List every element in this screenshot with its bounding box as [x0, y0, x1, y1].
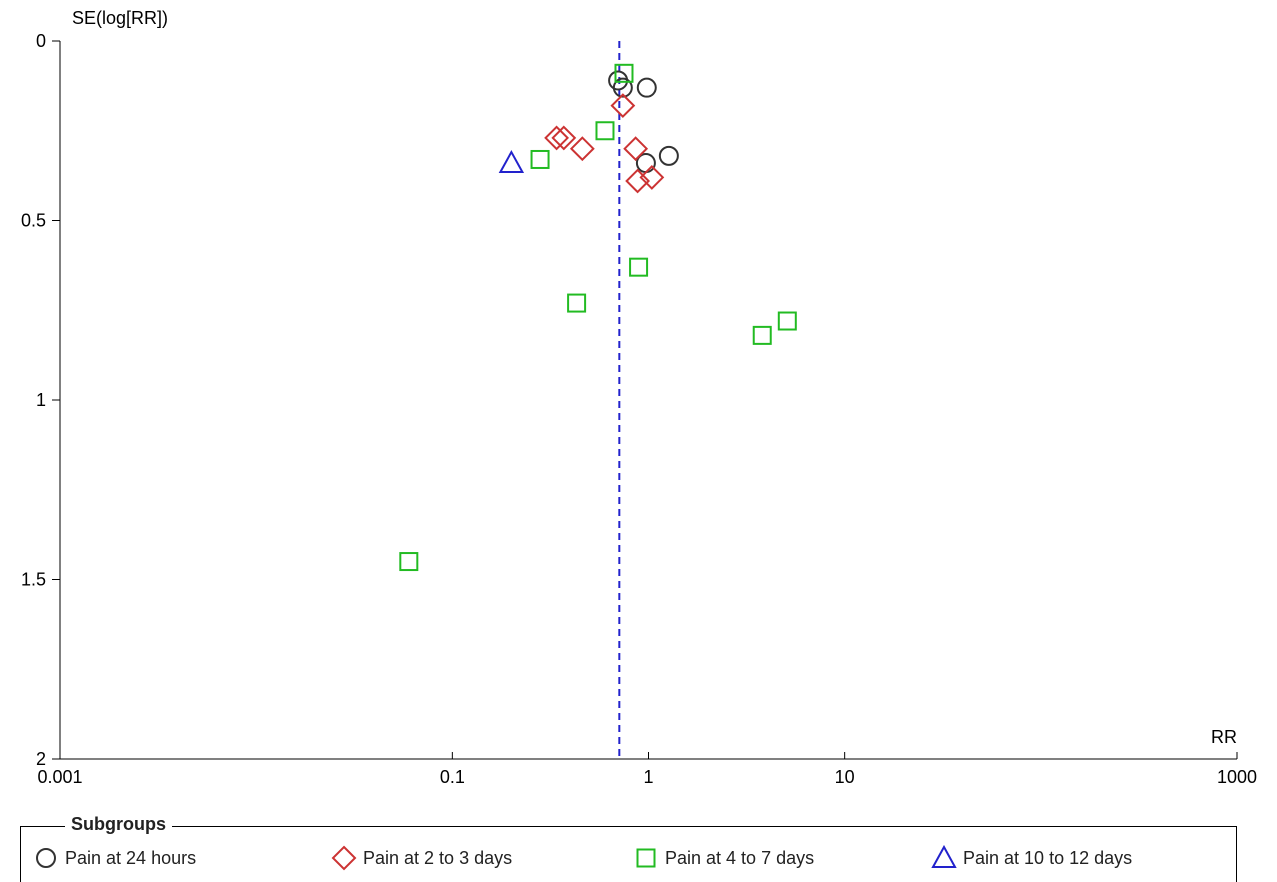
square-point: [399, 552, 419, 572]
legend: Subgroups Pain at 24 hours Pain at 2 to 3…: [20, 814, 1237, 882]
legend-label: Pain at 4 to 7 days: [665, 847, 815, 868]
legend-title: Subgroups: [65, 814, 172, 835]
circle-legend-icon: [36, 848, 56, 868]
x-tick-label: 0.001: [37, 767, 82, 787]
circle-legend-marker: [36, 848, 56, 868]
y-tick-label: 2: [36, 749, 46, 769]
square-legend-icon: [636, 848, 656, 868]
y-tick-label: 0.5: [21, 211, 46, 231]
square-legend-marker: [636, 848, 656, 868]
x-tick-label: 1: [643, 767, 653, 787]
square-point: [614, 63, 634, 83]
diamond-point: [544, 125, 570, 151]
x-tick-label: 10: [835, 767, 855, 787]
funnel-plot: 0 0.5 1 1.5 20.001 0.1 1 10 1000 SE(log[RR]) RR: [21, 8, 1257, 787]
legend-label: Pain at 2 to 3 days: [363, 847, 513, 868]
diamond-legend-marker: [331, 845, 357, 871]
circle-point: [658, 145, 679, 166]
triangle-point: [498, 149, 525, 174]
diamond-point: [551, 125, 577, 151]
axes: 0 0.5 1 1.5 20.001 0.1 1 10 1000 SE(log[RR]) RR: [21, 8, 1257, 787]
triangle-legend-icon: [931, 845, 957, 868]
legend-label: Pain at 10 to 12 days: [963, 847, 1133, 868]
x-tick-label: 1000: [1217, 767, 1257, 787]
diamond-point: [625, 168, 651, 194]
legend-item: Pain at 2 to 3 days: [331, 845, 512, 871]
square-point: [752, 325, 772, 345]
y-tick-label: 1: [36, 390, 46, 410]
data-points: [399, 63, 797, 572]
square-point: [629, 257, 649, 277]
circle-point: [636, 77, 657, 98]
diamond-point: [623, 136, 649, 162]
square-point: [777, 311, 797, 331]
triangle-legend-marker: [931, 845, 957, 868]
square-point: [567, 293, 587, 313]
y-axis-label: SE(log[RR]): [72, 8, 168, 28]
square-point: [530, 149, 550, 169]
x-axis-label: RR: [1211, 727, 1237, 747]
x-tick-label: 0.1: [440, 767, 465, 787]
diamond-legend-icon: [331, 845, 357, 871]
diamond-point: [639, 165, 665, 190]
square-point: [595, 121, 615, 141]
diamond-point: [569, 136, 595, 162]
circle-point: [612, 77, 633, 98]
legend-label: Pain at 24 hours: [65, 847, 197, 868]
y-tick-label: 1.5: [21, 570, 46, 590]
diamond-point: [610, 93, 636, 119]
legend-item: Pain at 10 to 12 days: [931, 845, 1132, 871]
legend-item: Pain at 4 to 7 days: [633, 845, 814, 871]
legend-item: Pain at 24 hours: [33, 845, 196, 871]
y-tick-label: 0: [36, 31, 46, 51]
